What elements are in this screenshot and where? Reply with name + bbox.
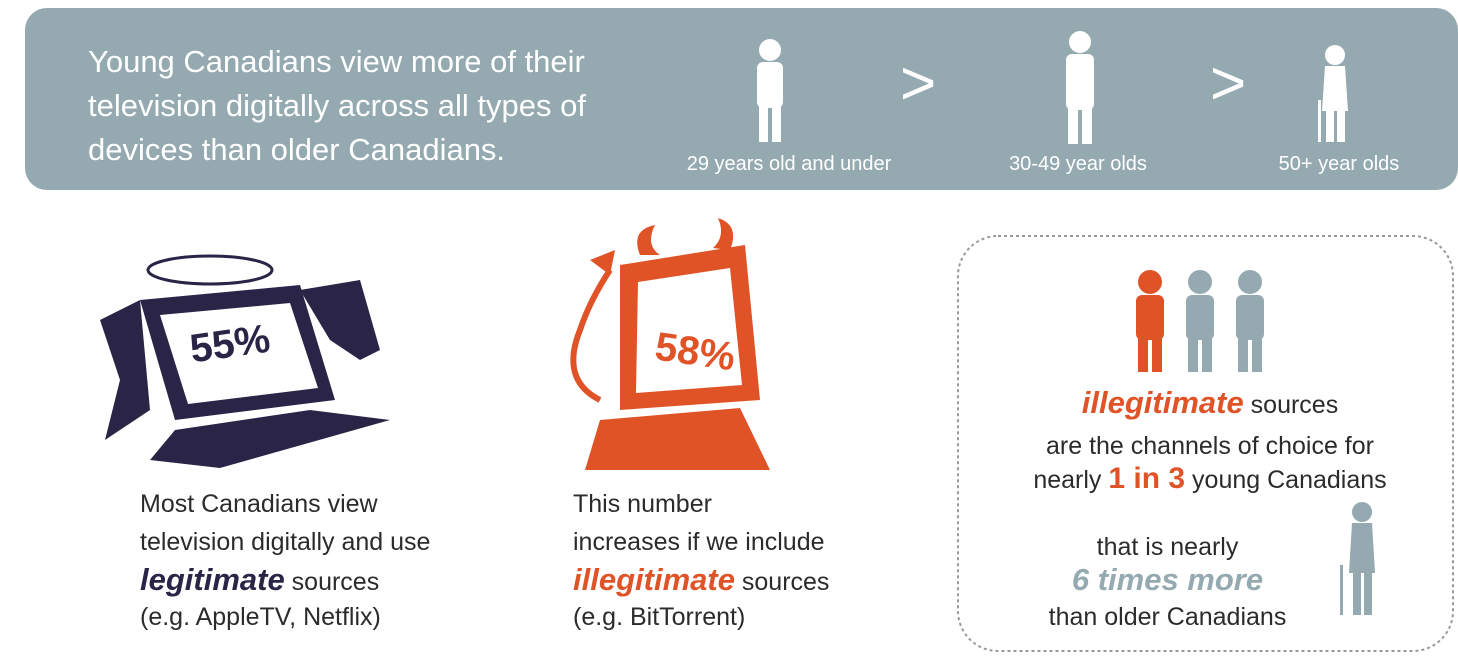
comparator: > <box>900 48 936 119</box>
text: This number <box>573 490 712 519</box>
text: young Canadians <box>1192 466 1387 494</box>
text: (e.g. BitTorrent) <box>573 603 745 632</box>
page: Young Canadians view more of their telev… <box>0 0 1458 656</box>
emphasis: legitimate <box>140 562 285 597</box>
text: that is nearly <box>1040 533 1295 562</box>
text: sources <box>292 568 380 596</box>
text: Most Canadians view <box>140 490 378 519</box>
emphasis: 6 times more <box>1040 562 1295 598</box>
text: than older Canadians <box>1040 603 1295 632</box>
group-label: 50+ year olds <box>1209 153 1458 176</box>
ratio: 1 in 3 <box>1108 462 1185 495</box>
header-text: devices than older Canadians. <box>88 132 505 168</box>
header-text: television digitally across all types of <box>88 88 586 124</box>
text: sources <box>1251 391 1339 419</box>
comparator: > <box>1210 48 1246 119</box>
text: television digitally and use <box>140 528 430 557</box>
text: nearly <box>1033 466 1101 494</box>
text: (e.g. AppleTV, Netflix) <box>140 603 381 632</box>
emphasis: illegitimate <box>1082 385 1244 420</box>
text: increases if we include <box>573 528 825 557</box>
group-label: 30-49 year olds <box>948 153 1208 176</box>
text: are the channels of choice for <box>990 432 1430 461</box>
header-text: Young Canadians view more of their <box>88 44 585 80</box>
emphasis: illegitimate <box>573 562 735 597</box>
group-label: 29 years old and under <box>659 153 919 176</box>
text: sources <box>742 568 830 596</box>
